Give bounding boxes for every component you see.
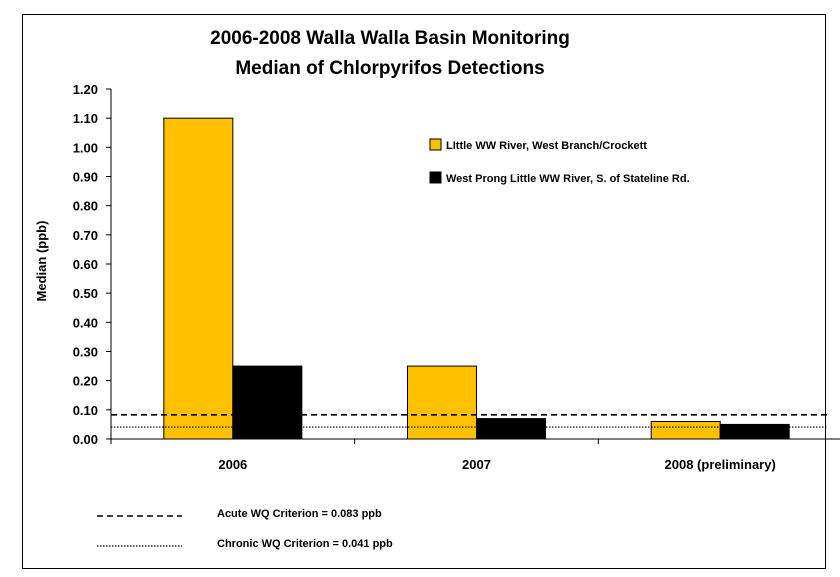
x-category-label: 2006: [218, 457, 247, 472]
reference-legend-label: Chronic WQ Criterion = 0.041 ppb: [217, 538, 393, 550]
bar-little-ww-river-0: [163, 117, 234, 440]
y-axis-label: Median (ppb): [34, 221, 49, 302]
bar-little-ww-river-2: [650, 421, 721, 440]
reference-legend-label: Acute WQ Criterion = 0.083 ppb: [217, 508, 382, 520]
chart-subtitle: Median of Chlorpyrifos Detections: [235, 58, 544, 79]
legend-swatch: [429, 171, 442, 184]
bar-little-ww-river-1: [407, 365, 477, 440]
legend-label: LIttle WW River, West Branch/Crockett: [446, 140, 647, 152]
y-tick-label: 0.00: [73, 432, 98, 447]
y-tick-label: 0.10: [73, 403, 98, 418]
y-tick-label: 1.20: [73, 82, 98, 97]
bar-west-prong-0: [232, 365, 303, 440]
y-tick-label: 0.20: [73, 374, 98, 389]
legend-label: West Prong Little WW River, S. of Statel…: [446, 173, 690, 185]
y-tick-label: 0.70: [73, 228, 98, 243]
y-tick-label: 0.80: [73, 199, 98, 214]
x-category-label: 2008 (preliminary): [665, 457, 776, 472]
y-tick-label: 0.30: [73, 345, 98, 360]
y-tick-label: 1.00: [73, 140, 98, 155]
chart-frame: [22, 14, 826, 569]
y-tick-label: 1.10: [73, 111, 98, 126]
plot-area: 0.00 0.10 0.20 0.30 0.40 0.50 0.60 0.70 0.80 0.90…: [73, 82, 840, 472]
legend-swatch: [429, 138, 442, 151]
y-tick-label: 0.90: [73, 170, 98, 185]
reference-legend: Acute WQ Criterion = 0.083 ppb Chronic WQ…: [97, 508, 393, 550]
x-category-label: 2007: [462, 457, 491, 472]
y-tick-label: 0.60: [73, 257, 98, 272]
y-tick-label: 0.40: [73, 315, 98, 330]
y-tick-label: 0.50: [73, 286, 98, 301]
legend: LIttle WW River, West Branch/Crockett Wes…: [429, 138, 690, 185]
bar-west-prong-2: [719, 423, 790, 440]
bar-west-prong-1: [476, 418, 546, 440]
chart-title: 2006-2008 Walla Walla Basin Monitoring: [210, 28, 570, 49]
